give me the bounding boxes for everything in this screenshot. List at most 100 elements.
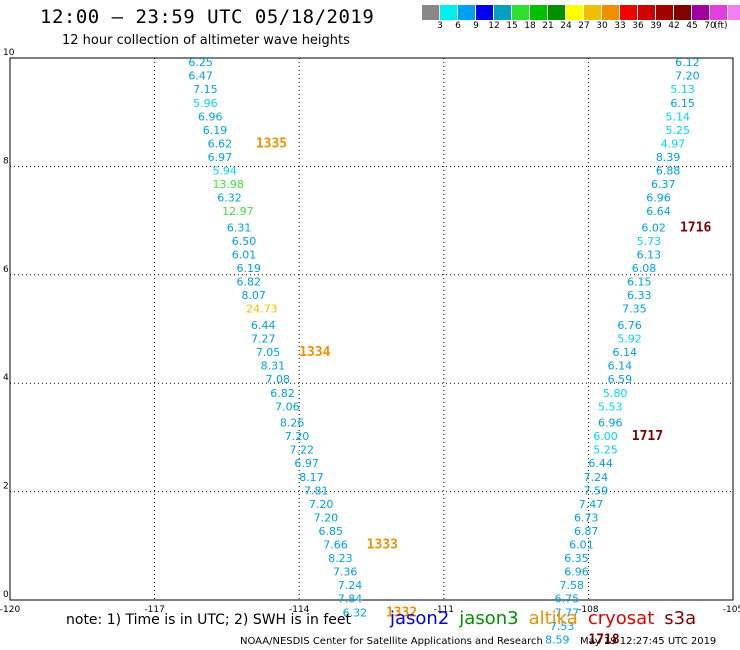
- legend-swatch: [728, 5, 740, 20]
- wave-height-point: 8.59: [545, 633, 570, 646]
- page-subtitle: 12 hour collection of altimeter wave hei…: [62, 33, 350, 48]
- color-legend: [422, 5, 740, 20]
- legend-label: 6: [455, 21, 461, 31]
- legend-swatch: [530, 5, 548, 20]
- wave-height-point: 6.96: [646, 192, 671, 205]
- legend-label: 33: [614, 21, 626, 31]
- wave-height-point: 6.15: [670, 97, 695, 110]
- wave-height-point: 5.73: [637, 235, 662, 248]
- wave-height-point: 6.97: [208, 151, 233, 164]
- wave-height-point: 6.12: [675, 56, 700, 69]
- satellite-jason3: jason3: [459, 608, 519, 629]
- x-tick-label: -114: [289, 605, 310, 615]
- x-tick-label: -105: [723, 605, 740, 615]
- wave-height-point: 7.35: [622, 303, 647, 316]
- legend-swatch: [440, 5, 458, 20]
- wave-height-point: 6.44: [251, 319, 276, 332]
- pass-time-label: 1335: [256, 136, 287, 151]
- wave-height-point: 7.36: [333, 566, 358, 579]
- wave-height-point: 7.20: [285, 430, 310, 443]
- wave-height-point: 8.31: [261, 360, 286, 373]
- wave-height-point: 6.02: [641, 221, 666, 234]
- wave-height-point: 7.06: [275, 400, 300, 413]
- y-tick-label: 10: [3, 48, 15, 58]
- y-tick-label: 2: [3, 482, 9, 492]
- wave-height-point: 6.01: [232, 249, 257, 262]
- wave-height-point: 12.97: [222, 205, 254, 218]
- wave-height-point: 6.50: [232, 235, 257, 248]
- wave-height-point: 7.05: [256, 346, 281, 359]
- timestamp: May 19 12:27:45 UTC 2019: [580, 636, 717, 647]
- pass-time-label: 1334: [299, 345, 330, 360]
- pass-time-label: 1332: [386, 605, 417, 620]
- wave-height-point: 7.15: [193, 83, 218, 96]
- legend-label: 42: [668, 21, 680, 31]
- wave-height-point: 7.81: [304, 484, 329, 497]
- pass-time-label: 1716: [680, 220, 711, 235]
- legend-label: 70: [704, 21, 716, 31]
- satellite-legend: jason2 jason3 altika cryosat s3a: [390, 608, 696, 629]
- wave-height-point: 7.47: [579, 498, 604, 511]
- wave-height-point: 6.15: [627, 276, 652, 289]
- wave-height-point: 7.53: [550, 620, 575, 633]
- legend-swatch: [494, 5, 512, 20]
- wave-height-point: 6.64: [646, 205, 671, 218]
- wave-height-point: 8.23: [328, 552, 353, 565]
- satellite-altika: altika: [528, 608, 578, 629]
- wave-height-point: 6.01: [569, 539, 594, 552]
- wave-height-point: 6.75: [555, 593, 580, 606]
- legend-label: 21: [542, 21, 554, 31]
- y-tick-label: 6: [3, 265, 9, 275]
- wave-height-point: 6.44: [588, 457, 613, 470]
- wave-height-point: 7.66: [323, 539, 348, 552]
- legend-swatch: [674, 5, 692, 20]
- wave-height-point: 8.07: [241, 289, 265, 302]
- wave-height-point: 7.59: [584, 484, 609, 497]
- legend-unit: (ft): [714, 21, 728, 31]
- wave-height-point: 6.59: [608, 373, 633, 386]
- wave-height-point: 6.85: [318, 525, 343, 538]
- wave-height-point: 6.47: [188, 70, 213, 83]
- wave-height-point: 7.24: [584, 471, 609, 484]
- wave-height-point: 6.19: [237, 262, 261, 275]
- legend-label: 45: [686, 21, 698, 31]
- legend-swatch: [692, 5, 710, 20]
- wave-height-point: 6.82: [237, 276, 261, 289]
- wave-height-point: 6.31: [227, 221, 252, 234]
- wave-height-point: 6.00: [593, 430, 618, 443]
- satellite-cryosat: cryosat: [587, 608, 655, 629]
- wave-height-point: 6.62: [208, 137, 233, 150]
- legend-swatch: [620, 5, 638, 20]
- legend-swatch: [458, 5, 476, 20]
- wave-height-point: 7.20: [309, 498, 334, 511]
- wave-height-point: 24.73: [246, 303, 278, 316]
- legend-label: 9: [473, 21, 479, 31]
- wave-height-point: 5.92: [617, 333, 642, 346]
- wave-height-point: 5.94: [212, 165, 237, 178]
- legend-swatch: [422, 5, 440, 20]
- wave-height-point: 7.20: [314, 511, 339, 524]
- wave-height-point: 6.08: [632, 262, 657, 275]
- wave-height-point: 6.96: [198, 110, 223, 123]
- wave-height-point: 6.13: [637, 249, 662, 262]
- pass-time-label: 1333: [367, 538, 398, 553]
- wave-height-point: 6.14: [608, 360, 633, 373]
- legend-swatch: [566, 5, 584, 20]
- wave-height-point: 6.88: [656, 165, 681, 178]
- legend-swatch: [584, 5, 602, 20]
- plot-frame: [9, 57, 734, 601]
- x-tick-label: -120: [0, 605, 20, 615]
- wave-height-point: 7.84: [338, 593, 363, 606]
- wave-height-point: 6.87: [574, 525, 599, 538]
- legend-swatch: [512, 5, 530, 20]
- wave-height-point: 5.13: [670, 83, 695, 96]
- y-tick-label: 0: [3, 590, 9, 600]
- wave-height-point: 6.73: [574, 511, 599, 524]
- wave-height-point: 6.82: [270, 387, 295, 400]
- wave-height-point: 4.97: [661, 137, 686, 150]
- legend-swatch: [710, 5, 728, 20]
- wave-height-point: 5.53: [598, 400, 623, 413]
- legend-swatch: [548, 5, 566, 20]
- wave-height-point: 6.35: [564, 552, 589, 565]
- footer-credit: NOAA/NESDIS Center for Satellite Applica…: [240, 636, 543, 647]
